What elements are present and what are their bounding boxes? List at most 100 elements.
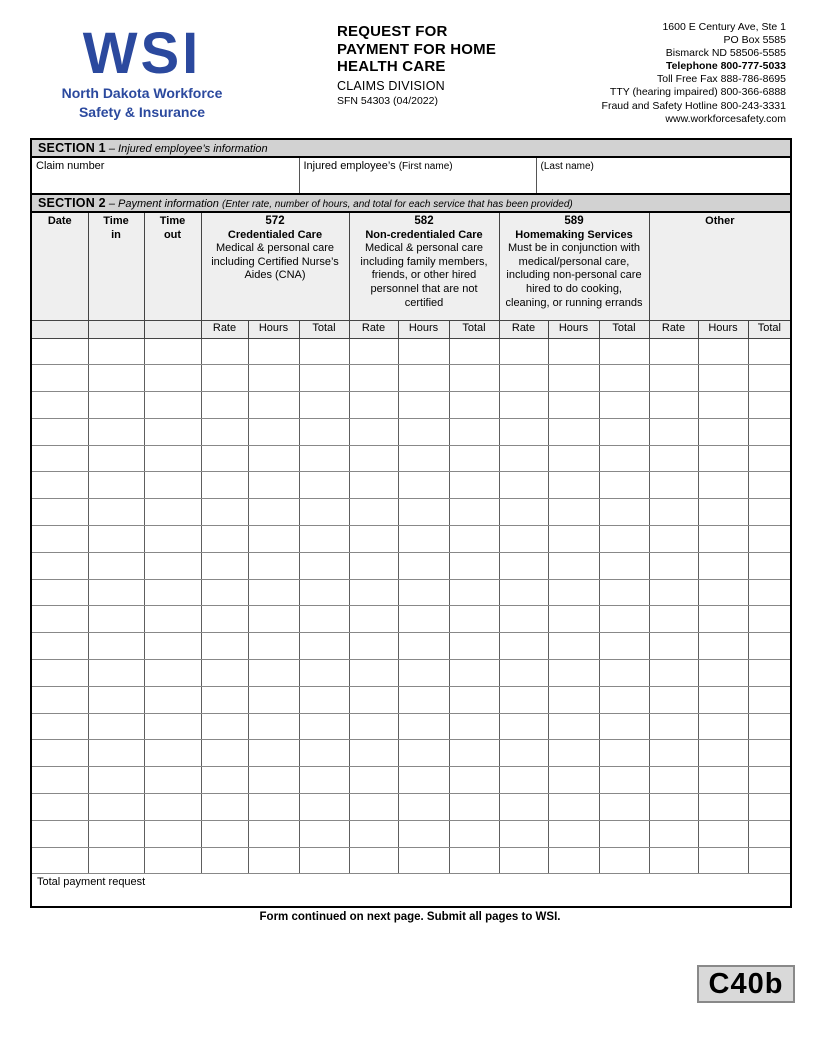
payment-cell[interactable] — [30, 846, 89, 875]
payment-cell[interactable] — [598, 498, 650, 527]
payment-cell[interactable] — [200, 766, 249, 795]
payment-cell[interactable] — [547, 444, 600, 473]
payment-cell[interactable] — [143, 551, 202, 580]
payment-cell[interactable] — [448, 819, 500, 848]
payment-cell[interactable] — [547, 364, 600, 393]
payment-cell[interactable] — [547, 551, 600, 580]
payment-cell[interactable] — [448, 391, 500, 419]
payment-cell[interactable] — [143, 605, 202, 634]
payment-cell[interactable] — [200, 793, 249, 821]
payment-cell[interactable] — [143, 766, 202, 795]
payment-cell[interactable] — [448, 364, 500, 393]
payment-cell[interactable] — [498, 417, 549, 446]
payment-cell[interactable] — [598, 685, 650, 714]
first-name-field[interactable]: Injured employee’s (First name) — [298, 156, 537, 196]
payment-cell[interactable] — [30, 739, 89, 768]
payment-cell[interactable] — [298, 766, 350, 795]
payment-cell[interactable] — [697, 417, 749, 446]
payment-cell[interactable] — [547, 337, 600, 366]
payment-cell[interactable] — [547, 525, 600, 553]
payment-cell[interactable] — [498, 337, 549, 366]
payment-cell[interactable] — [348, 659, 399, 687]
payment-cell[interactable] — [200, 659, 249, 687]
payment-cell[interactable] — [348, 391, 399, 419]
payment-cell[interactable] — [498, 793, 549, 821]
payment-cell[interactable] — [87, 471, 145, 500]
payment-cell[interactable] — [547, 659, 600, 687]
payment-cell[interactable] — [200, 712, 249, 741]
payment-cell[interactable] — [87, 793, 145, 821]
payment-cell[interactable] — [747, 498, 792, 527]
payment-cell[interactable] — [498, 391, 549, 419]
payment-cell[interactable] — [397, 551, 450, 580]
payment-cell[interactable] — [397, 846, 450, 875]
payment-cell[interactable] — [648, 819, 699, 848]
payment-cell[interactable] — [143, 337, 202, 366]
payment-cell[interactable] — [697, 525, 749, 553]
payment-cell[interactable] — [397, 819, 450, 848]
payment-cell[interactable] — [747, 337, 792, 366]
payment-cell[interactable] — [397, 471, 450, 500]
payment-cell[interactable] — [247, 391, 300, 419]
payment-cell[interactable] — [30, 712, 89, 741]
payment-cell[interactable] — [448, 766, 500, 795]
payment-cell[interactable] — [697, 846, 749, 875]
payment-cell[interactable] — [448, 525, 500, 553]
payment-cell[interactable] — [143, 525, 202, 553]
payment-cell[interactable] — [397, 739, 450, 768]
payment-cell[interactable] — [448, 498, 500, 527]
payment-cell[interactable] — [348, 471, 399, 500]
payment-cell[interactable] — [247, 685, 300, 714]
payment-cell[interactable] — [200, 551, 249, 580]
payment-cell[interactable] — [87, 551, 145, 580]
payment-cell[interactable] — [598, 471, 650, 500]
payment-cell[interactable] — [348, 337, 399, 366]
payment-cell[interactable] — [747, 525, 792, 553]
payment-cell[interactable] — [598, 819, 650, 848]
payment-cell[interactable] — [298, 712, 350, 741]
payment-cell[interactable] — [747, 417, 792, 446]
payment-cell[interactable] — [247, 766, 300, 795]
payment-cell[interactable] — [348, 498, 399, 527]
payment-cell[interactable] — [348, 525, 399, 553]
payment-cell[interactable] — [397, 712, 450, 741]
payment-cell[interactable] — [397, 766, 450, 795]
payment-cell[interactable] — [143, 498, 202, 527]
payment-cell[interactable] — [87, 498, 145, 527]
payment-cell[interactable] — [247, 551, 300, 580]
payment-cell[interactable] — [298, 739, 350, 768]
payment-cell[interactable] — [200, 337, 249, 366]
payment-cell[interactable] — [87, 685, 145, 714]
payment-cell[interactable] — [397, 391, 450, 419]
payment-cell[interactable] — [498, 605, 549, 634]
payment-cell[interactable] — [348, 846, 399, 875]
payment-cell[interactable] — [348, 605, 399, 634]
payment-cell[interactable] — [697, 498, 749, 527]
payment-cell[interactable] — [648, 337, 699, 366]
payment-cell[interactable] — [200, 632, 249, 661]
payment-cell[interactable] — [143, 632, 202, 661]
payment-cell[interactable] — [448, 551, 500, 580]
payment-cell[interactable] — [348, 578, 399, 607]
payment-cell[interactable] — [697, 793, 749, 821]
payment-cell[interactable] — [547, 846, 600, 875]
payment-cell[interactable] — [143, 846, 202, 875]
payment-cell[interactable] — [247, 525, 300, 553]
payment-cell[interactable] — [298, 605, 350, 634]
payment-cell[interactable] — [348, 632, 399, 661]
payment-cell[interactable] — [648, 739, 699, 768]
payment-cell[interactable] — [547, 391, 600, 419]
payment-cell[interactable] — [397, 417, 450, 446]
payment-cell[interactable] — [697, 632, 749, 661]
payment-cell[interactable] — [298, 391, 350, 419]
payment-cell[interactable] — [87, 417, 145, 446]
payment-cell[interactable] — [247, 793, 300, 821]
payment-cell[interactable] — [348, 712, 399, 741]
payment-cell[interactable] — [348, 417, 399, 446]
payment-cell[interactable] — [547, 819, 600, 848]
payment-cell[interactable] — [498, 498, 549, 527]
payment-cell[interactable] — [298, 498, 350, 527]
payment-cell[interactable] — [298, 578, 350, 607]
payment-cell[interactable] — [747, 793, 792, 821]
payment-cell[interactable] — [143, 391, 202, 419]
